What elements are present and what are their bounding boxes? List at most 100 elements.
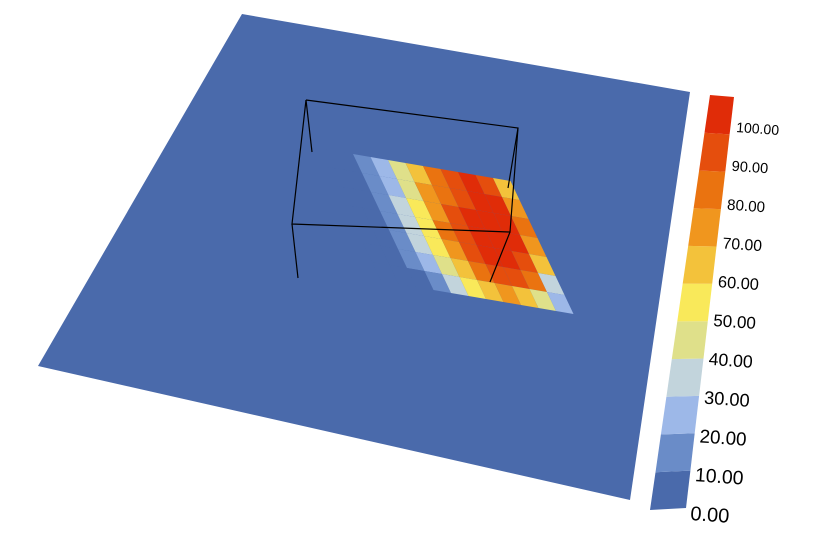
heatmap-cell bbox=[353, 189, 380, 211]
heatmap-cell bbox=[371, 227, 398, 249]
colorbar-tick-label: 30.00 bbox=[704, 388, 751, 411]
colorbar-swatch bbox=[688, 208, 721, 247]
heatmap-cell bbox=[345, 205, 372, 227]
colorbar-tick-label: 10.00 bbox=[694, 464, 744, 489]
heatmap-cell bbox=[353, 154, 380, 176]
heatmap-cell bbox=[484, 194, 511, 216]
heatmap-cell bbox=[493, 213, 520, 235]
heatmap-cell bbox=[433, 255, 460, 277]
colorbar-tick-label: 50.00 bbox=[713, 311, 757, 333]
bounding-box bbox=[291, 99, 519, 283]
heatmap-cell bbox=[467, 191, 494, 213]
heatmap-cell bbox=[440, 169, 467, 191]
heatmap-cell bbox=[450, 258, 477, 280]
box-vertical-edge bbox=[305, 99, 313, 153]
colorbar-swatch bbox=[655, 433, 695, 473]
heatmap-cell bbox=[354, 224, 381, 246]
heatmap-cell bbox=[379, 176, 406, 198]
heatmap-cell bbox=[398, 249, 425, 271]
heatmap-cell bbox=[397, 179, 424, 201]
heatmap-cell bbox=[344, 170, 371, 192]
heatmap-cell bbox=[441, 204, 468, 226]
heatmap-cell bbox=[477, 280, 504, 302]
heatmap-cell bbox=[318, 148, 345, 170]
colorbar-tick-label: 0.00 bbox=[690, 503, 730, 528]
heatmap-cell bbox=[475, 175, 502, 197]
heatmap-cell bbox=[547, 292, 574, 314]
heatmap-cell bbox=[423, 201, 450, 223]
colorbar-swatch bbox=[699, 132, 730, 172]
heatmap-cell bbox=[336, 186, 363, 208]
heatmap-cell bbox=[362, 208, 389, 230]
heatmap-cell bbox=[370, 157, 397, 179]
heatmap-cell bbox=[415, 252, 442, 274]
heatmap-cell bbox=[512, 286, 539, 308]
heatmap-cell bbox=[476, 210, 503, 232]
heatmap-cell bbox=[494, 248, 521, 270]
heatmap-cell bbox=[406, 198, 433, 220]
colorbar-tick-label: 80.00 bbox=[727, 197, 766, 217]
heatmap-cell bbox=[371, 192, 398, 214]
heatmap-cell bbox=[502, 232, 529, 254]
heatmap-cell bbox=[380, 246, 407, 268]
heatmap-cell bbox=[423, 166, 450, 188]
colorbar-swatch bbox=[677, 283, 713, 322]
heatmap-cell bbox=[503, 267, 530, 289]
heatmap-cell bbox=[407, 268, 434, 290]
box-vertical-edge bbox=[507, 127, 519, 189]
heatmap-cell bbox=[450, 223, 477, 245]
heatmap-cell bbox=[442, 274, 469, 296]
heatmap-cell bbox=[494, 283, 521, 305]
heatmap-cell bbox=[335, 151, 362, 173]
heatmap-cell bbox=[327, 167, 354, 189]
box-vertical-edge bbox=[489, 231, 511, 283]
heatmap-cell bbox=[405, 163, 432, 185]
heatmap-cell bbox=[529, 254, 556, 276]
heatmap-cell bbox=[538, 273, 565, 295]
heatmap-cell bbox=[511, 216, 538, 238]
heatmap-cell bbox=[441, 239, 468, 261]
heatmap-cell bbox=[397, 214, 424, 236]
heatmap-cell bbox=[476, 245, 503, 267]
heatmap-cell bbox=[424, 271, 451, 293]
heatmap-cell bbox=[511, 251, 538, 273]
heatmap-cell bbox=[388, 160, 415, 182]
heatmap-cell bbox=[414, 182, 441, 204]
heatmap-cell bbox=[362, 173, 389, 195]
heatmap-cell bbox=[467, 226, 494, 248]
heatmap-cell bbox=[388, 195, 415, 217]
base-plane bbox=[38, 14, 690, 500]
heatmap-cell bbox=[432, 220, 459, 242]
heatmap-cell bbox=[485, 264, 512, 286]
heatmap-cell bbox=[363, 243, 390, 265]
heatmap-cell bbox=[529, 289, 556, 311]
heatmap-cell bbox=[459, 242, 486, 264]
colorbar-swatch bbox=[693, 170, 726, 210]
heatmap-cell bbox=[520, 270, 547, 292]
heatmap-cells bbox=[318, 148, 574, 314]
heatmap-cell bbox=[424, 236, 451, 258]
box-vertical-edge bbox=[291, 223, 299, 279]
colorbar-swatch bbox=[704, 95, 734, 135]
heatmap-cell bbox=[372, 262, 399, 284]
colorbar-swatch bbox=[682, 245, 717, 284]
colorbar-tick-label: 20.00 bbox=[699, 425, 747, 449]
heatmap-cell bbox=[502, 197, 529, 219]
heatmap-cell bbox=[389, 230, 416, 252]
heatmap-cell bbox=[520, 235, 547, 257]
heatmap-cell bbox=[468, 261, 495, 283]
colorbar-swatch bbox=[671, 321, 708, 360]
colorbar-tick-label: 90.00 bbox=[731, 159, 769, 178]
heatmap-cell bbox=[432, 185, 459, 207]
heatmap-cell bbox=[389, 265, 416, 287]
heatmap-cell bbox=[458, 207, 485, 229]
colorbar-swatch bbox=[660, 395, 700, 435]
colorbar-swatch bbox=[666, 358, 704, 397]
heatmap-cell bbox=[406, 233, 433, 255]
colorbar-tick-label: 100.00 bbox=[736, 119, 780, 138]
colorbar: 0.00 10.00 20.00 30.00 40.00 50.00 60.00 70.00 8… bbox=[650, 95, 780, 528]
heatmap-cell bbox=[459, 277, 486, 299]
colorbar-tick-label: 40.00 bbox=[708, 349, 754, 372]
colorbar-tick-label: 70.00 bbox=[722, 235, 763, 255]
